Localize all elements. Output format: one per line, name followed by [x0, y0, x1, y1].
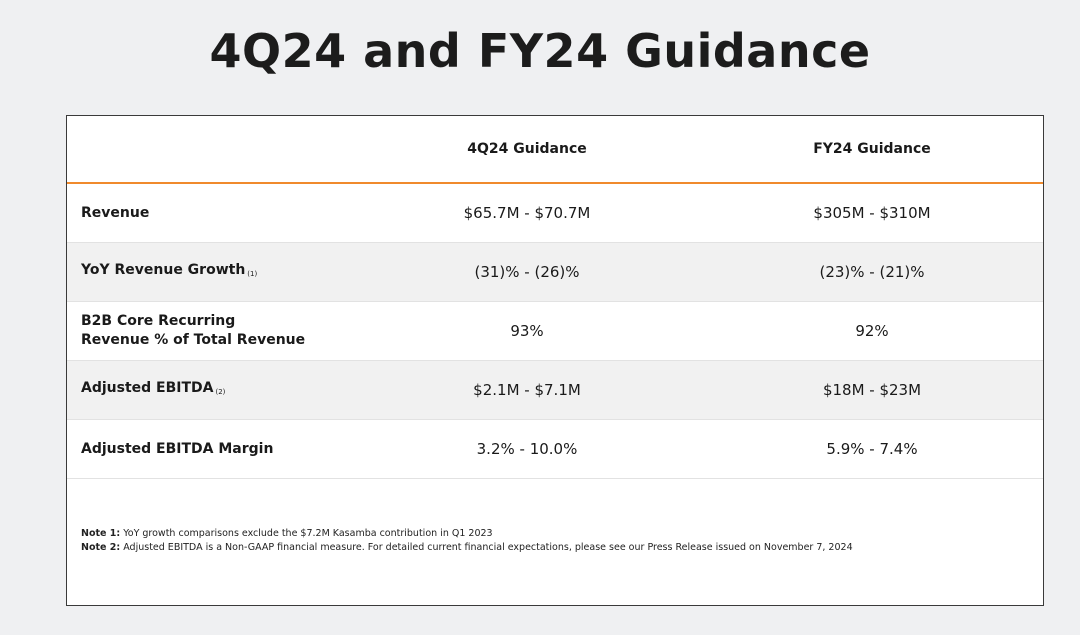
label-text: Adjusted EBITDA (2)	[81, 379, 225, 402]
value-cell: 5.9% - 7.4%	[826, 440, 918, 458]
table-row: Adjusted EBITDA (2) $2.1M - $7.1M $18M - $2…	[67, 361, 1043, 420]
label-text: Adjusted EBITDA Margin	[81, 440, 273, 459]
label-line: B2B Core Recurring	[81, 313, 236, 329]
value-cell: $18M - $23M	[822, 381, 922, 399]
row-label: YoY Revenue Growth (1)	[81, 243, 257, 301]
value-cell: $2.1M - $7.1M	[473, 381, 581, 399]
value-cell: (31)% - (26)%	[474, 263, 580, 281]
value-cell: $65.7M - $70.7M	[463, 204, 591, 222]
row-label: B2B Core Recurring Revenue % of Total Rev…	[81, 302, 305, 360]
label-line: Adjusted EBITDA Margin	[81, 440, 274, 457]
guidance-table: 4Q24 Guidance FY24 Guidance Revenue $65.7M …	[66, 115, 1044, 606]
note-text: Adjusted EBITDA is a Non-GAAP financial …	[123, 542, 853, 553]
row-label: Adjusted EBITDA (2)	[81, 361, 225, 419]
table-row: Adjusted EBITDA Margin 3.2% - 10.0% 5.9% -…	[67, 420, 1043, 479]
note-label: Note 2:	[81, 542, 121, 553]
note: Note 1: YoY growth comparisons exclude t…	[81, 528, 493, 539]
label-text: YoY Revenue Growth (1)	[81, 261, 257, 284]
value-cell: 92%	[855, 322, 889, 340]
row-label: Adjusted EBITDA Margin	[81, 420, 273, 478]
label-text: Revenue	[81, 204, 149, 223]
value-cell: 3.2% - 10.0%	[476, 440, 578, 458]
label-text: B2B Core Recurring Revenue % of Total Rev…	[81, 312, 305, 350]
title: 4Q24 and FY24 Guidance	[209, 24, 871, 78]
label-line: Revenue % of Total Revenue	[81, 332, 306, 348]
label-line: Adjusted EBITDA	[81, 379, 214, 396]
table-row: Revenue $65.7M - $70.7M $305M - $310M	[67, 184, 1043, 243]
note-text: YoY growth comparisons exclude the $7.2M…	[123, 528, 493, 539]
label-line: YoY Revenue Growth	[81, 261, 246, 278]
column-header: FY24 Guidance	[813, 141, 931, 157]
column-header: 4Q24 Guidance	[467, 141, 587, 157]
label-line: Revenue	[81, 204, 150, 221]
value-cell: $305M - $310M	[813, 204, 931, 222]
value-cell: 93%	[510, 322, 544, 340]
value-cell: (23)% - (21)%	[819, 263, 925, 281]
header-row: 4Q24 Guidance FY24 Guidance	[67, 116, 1043, 184]
footnote-ref: (1)	[247, 269, 258, 278]
table-row: YoY Revenue Growth (1) (31)% - (26)% (23)% …	[67, 243, 1043, 302]
note: Note 2: Adjusted EBITDA is a Non-GAAP fi…	[81, 542, 853, 553]
note-label: Note 1:	[81, 528, 121, 539]
row-label: Revenue	[81, 184, 149, 242]
table-row: B2B Core Recurring Revenue % of Total Rev…	[67, 302, 1043, 361]
footnote-ref: (2)	[215, 387, 226, 396]
